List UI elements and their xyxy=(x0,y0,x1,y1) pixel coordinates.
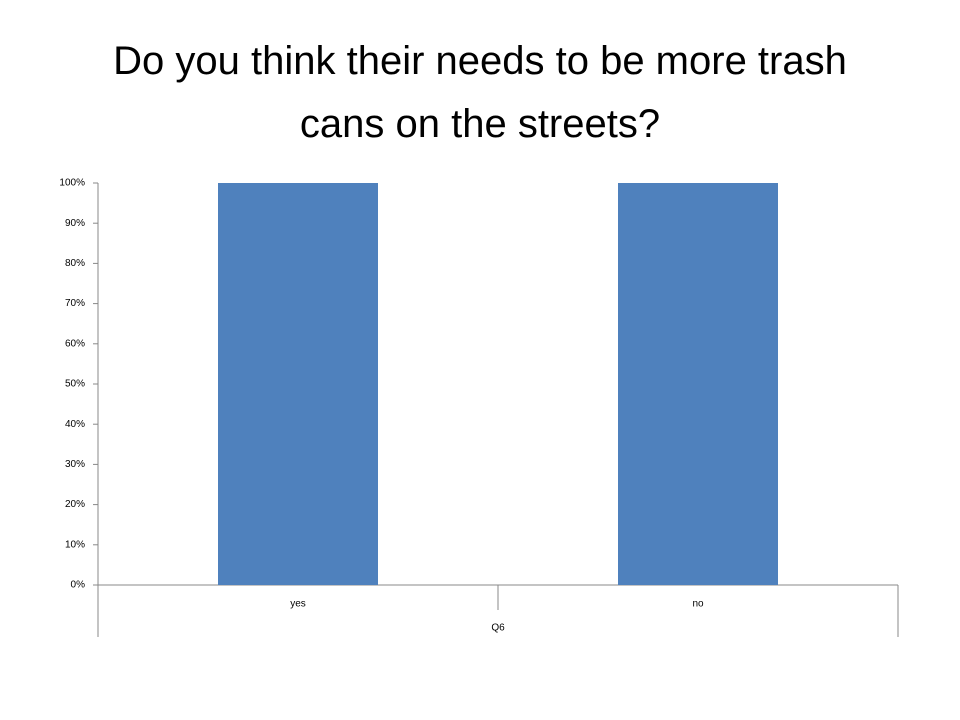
y-tick-label: 40% xyxy=(65,419,85,430)
y-tick-label: 20% xyxy=(65,499,85,510)
y-tick-label: 60% xyxy=(65,338,85,349)
y-tick-label: 0% xyxy=(71,580,86,591)
x-tick-label: no xyxy=(692,599,704,610)
bar xyxy=(218,183,378,585)
bar xyxy=(618,183,778,585)
y-tick-label: 50% xyxy=(65,379,85,390)
y-tick-label: 10% xyxy=(65,539,85,550)
y-tick-label: 90% xyxy=(65,218,85,229)
y-tick-label: 30% xyxy=(65,459,85,470)
y-tick-label: 80% xyxy=(65,258,85,269)
chart-title: Do you think their needs to be more tras… xyxy=(113,39,847,146)
y-tick-label: 70% xyxy=(65,298,85,309)
x-axis-label: Q6 xyxy=(491,623,505,634)
x-tick-label: yes xyxy=(290,599,306,610)
y-tick-label: 100% xyxy=(59,178,85,189)
